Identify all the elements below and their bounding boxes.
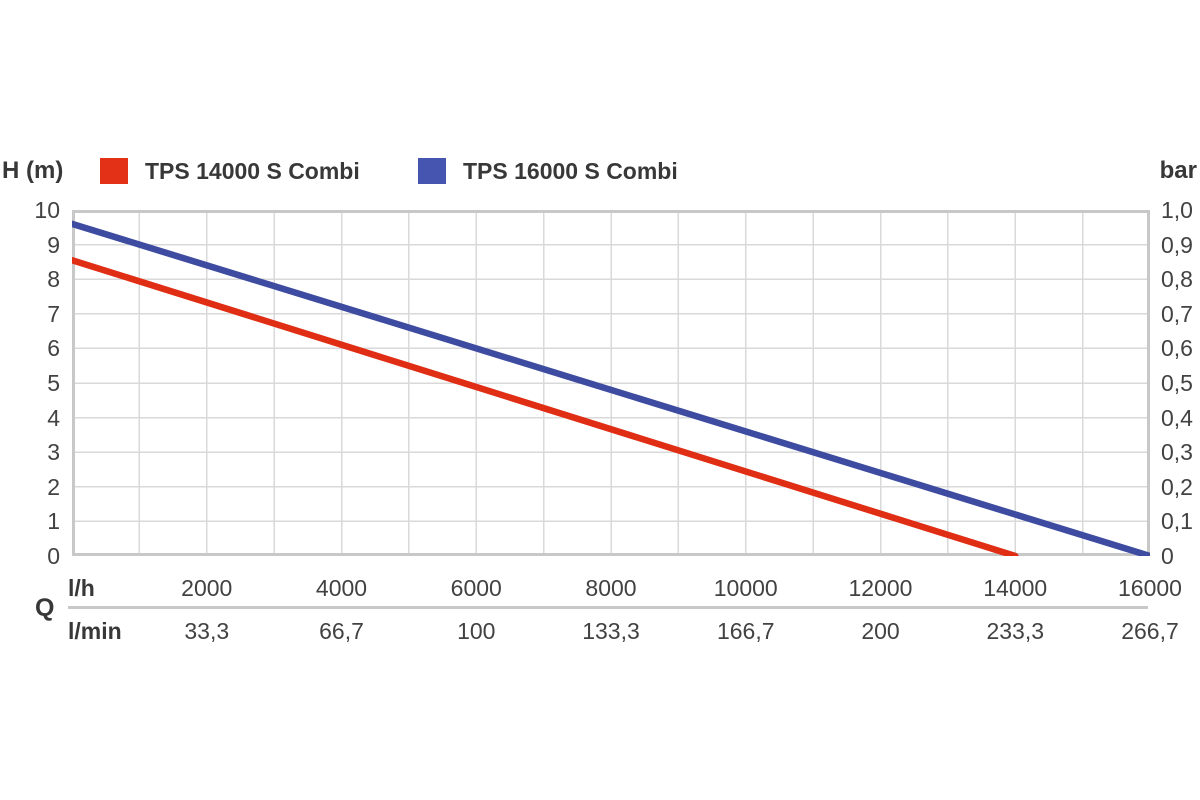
- x-tick-label-lmin: 166,7: [716, 618, 775, 644]
- right-tick-label: 0,8: [1161, 266, 1193, 293]
- x-tick-label-lmin: 100: [457, 618, 496, 644]
- x-tick-label-lmin: 233,3: [986, 618, 1045, 644]
- left-tick-label: 6: [47, 335, 60, 362]
- right-axis-title: bar: [1159, 157, 1197, 184]
- series-line-tps-16000-s-combi: [72, 220, 1150, 556]
- x-tick-label-lmin: 66,7: [319, 618, 364, 644]
- legend-label-tps-14000: TPS 14000 S Combi: [145, 157, 360, 184]
- legend-item-tps-14000: TPS 14000 S Combi: [100, 157, 360, 185]
- x-tick-label-lh: 6000: [450, 575, 502, 601]
- left-axis-title: H (m): [2, 157, 64, 184]
- x-tick-label-lh: 16000: [1118, 575, 1182, 601]
- x-tick-label-lh: 10000: [713, 575, 778, 601]
- right-tick-label: 0,5: [1161, 370, 1193, 396]
- plot-border: [72, 210, 1150, 556]
- legend-swatch-red-icon: [100, 158, 128, 184]
- plot-area: [72, 210, 1150, 556]
- x-tick-label-lmin: 133,3: [582, 618, 640, 644]
- x-axis-divider: [68, 606, 1148, 609]
- legend-label-tps-16000: TPS 16000 S Combi: [463, 157, 678, 184]
- x-tick-label-lmin: 33,3: [184, 618, 230, 644]
- left-tick-label: 0: [47, 543, 60, 569]
- x-axis-unit-lmin: l/min: [68, 618, 122, 644]
- legend-item-tps-16000: TPS 16000 S Combi: [418, 157, 678, 185]
- right-tick-label: 1,0: [1161, 197, 1193, 223]
- legend-swatch-blue-icon: [418, 158, 446, 184]
- x-tick-label-lh: 4000: [315, 575, 368, 601]
- right-tick-label: 0,4: [1161, 404, 1193, 431]
- left-tick-label: 9: [47, 231, 60, 258]
- x-axis-unit-lh: l/h: [68, 575, 95, 601]
- right-tick-label: 0,9: [1161, 231, 1193, 258]
- left-tick-label: 2: [47, 473, 60, 500]
- left-tick-label: 1: [47, 508, 60, 535]
- x-tick-label-lh: 12000: [848, 575, 913, 601]
- x-tick-label-lh: 2000: [181, 575, 233, 601]
- left-tick-label: 5: [47, 370, 60, 396]
- left-tick-label: 7: [47, 300, 60, 327]
- series-line-tps-14000-s-combi: [72, 256, 1019, 556]
- x-tick-label-lmin: 200: [861, 618, 900, 644]
- right-tick-label: 0,2: [1161, 473, 1193, 500]
- left-tick-label: 8: [47, 266, 60, 293]
- right-tick-label: 0,6: [1161, 335, 1193, 362]
- x-tick-label-lh: 8000: [585, 575, 637, 601]
- right-tick-label: 0,1: [1161, 508, 1193, 535]
- x-tick-label-lh: 14000: [983, 575, 1048, 601]
- right-tick-label: 0,3: [1161, 439, 1193, 466]
- right-tick-label: 0: [1161, 543, 1174, 569]
- x-tick-label-lmin: 266,7: [1121, 618, 1179, 644]
- left-tick-label: 3: [47, 439, 60, 466]
- right-tick-label: 0,7: [1161, 300, 1193, 327]
- left-tick-label: 10: [34, 197, 60, 223]
- left-tick-label: 4: [47, 404, 60, 431]
- x-axis-group-label: Q: [35, 594, 55, 622]
